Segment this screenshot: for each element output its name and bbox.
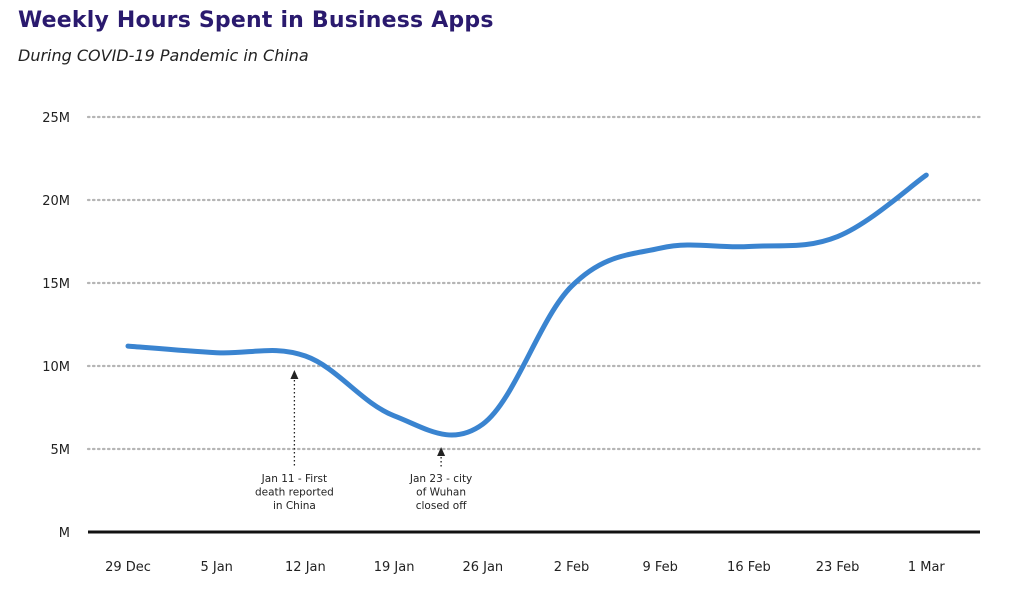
annotation-text: closed off: [416, 500, 467, 512]
annotation-arrowhead: [437, 447, 446, 456]
data-point-12-jan: [303, 354, 308, 359]
data-point-19-jan: [392, 413, 397, 418]
x-tick-label: 29 Dec: [105, 560, 151, 575]
y-tick-label: 25M: [42, 111, 70, 126]
data-point-29-dec: [126, 344, 131, 349]
x-tick-label: 1 Mar: [908, 560, 946, 575]
annotation-text: death reported: [255, 487, 334, 499]
series-line: [125, 172, 929, 438]
x-tick-label: 12 Jan: [285, 560, 326, 575]
annotation-arrowhead: [290, 370, 299, 379]
data-point-23-feb: [835, 234, 840, 239]
data-point-16-feb: [746, 244, 751, 249]
annotation-text: Jan 11 - First: [261, 473, 327, 485]
annotation-text: of Wuhan: [416, 487, 466, 499]
y-tick-label: M: [59, 526, 70, 541]
y-tick-label: 5M: [51, 443, 71, 458]
x-tick-label: 16 Feb: [727, 560, 771, 575]
x-tick-label: 19 Jan: [374, 560, 415, 575]
y-tick-label: 10M: [42, 360, 70, 375]
x-tick-label: 5 Jan: [200, 560, 232, 575]
chart-title: Weekly Hours Spent in Business Apps: [18, 8, 494, 33]
x-tick-label: 9 Feb: [642, 560, 677, 575]
x-tick-label: 2 Feb: [554, 560, 589, 575]
x-tick-label: 26 Jan: [462, 560, 503, 575]
data-point-9-feb: [658, 246, 663, 251]
chart-subtitle: During COVID-19 Pandemic in China: [18, 46, 309, 65]
annotation-text: Jan 23 - city: [409, 473, 472, 485]
annotation-text: in China: [273, 500, 316, 512]
data-point-1-mar: [924, 173, 929, 178]
data-point-5-jan: [214, 350, 219, 355]
x-tick-label: 23 Feb: [816, 560, 860, 575]
y-tick-label: 20M: [42, 194, 70, 209]
y-tick-label: 15M: [42, 277, 70, 292]
data-point-2-feb: [569, 284, 574, 289]
data-point-26-jan: [480, 422, 485, 427]
